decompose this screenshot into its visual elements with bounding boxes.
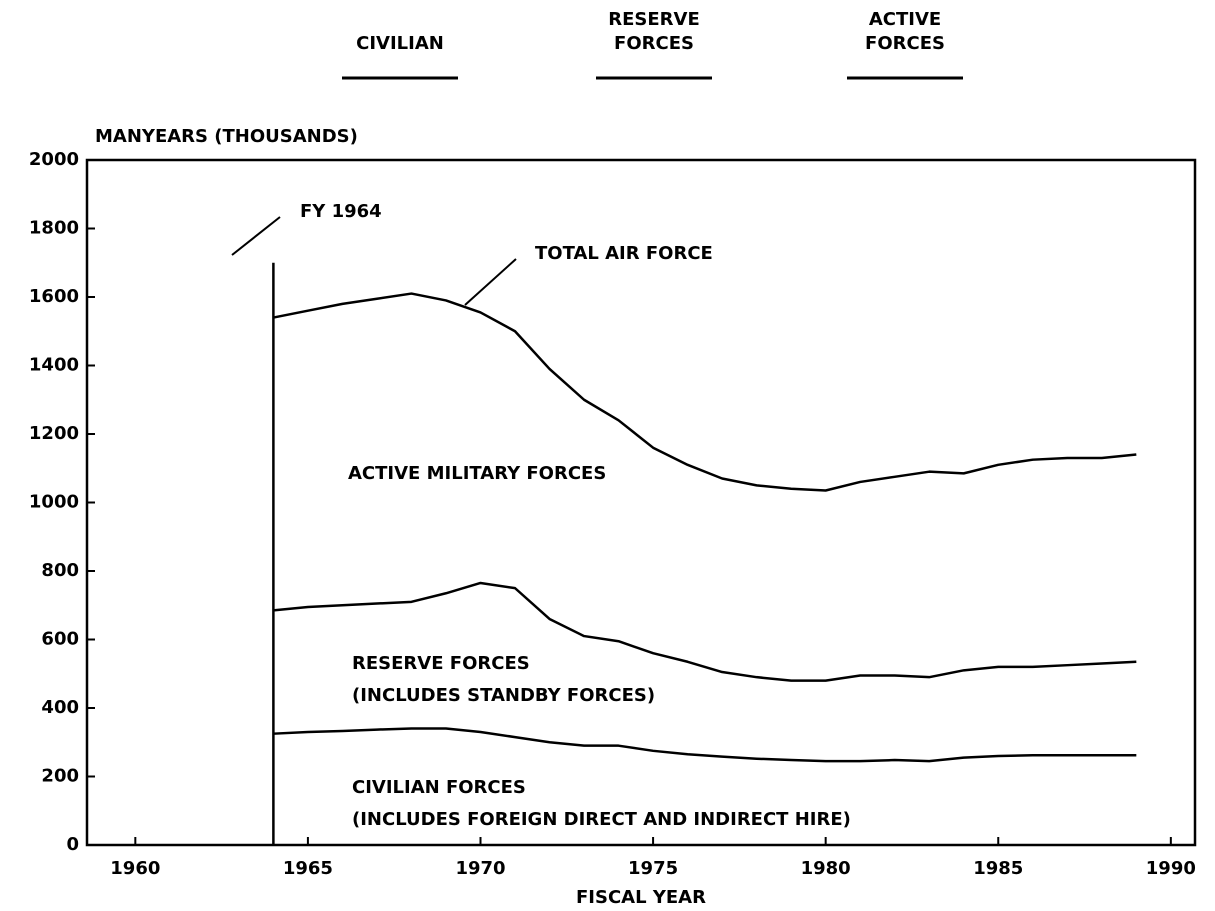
y-tick-label: 400 xyxy=(41,697,79,718)
annotation: (INCLUDES STANDBY FORCES) xyxy=(352,685,655,706)
x-tick-label: 1975 xyxy=(628,858,678,879)
y-tick-label: 0 xyxy=(66,834,79,855)
y-axis-label: MANYEARS (THOUSANDS) xyxy=(95,126,358,147)
annotation: CIVILIAN FORCES xyxy=(352,777,526,798)
x-axis-label: FISCAL YEAR xyxy=(576,887,706,908)
x-tick-label: 1980 xyxy=(801,858,851,879)
y-tick-label: 1800 xyxy=(29,218,79,239)
y-tick-label: 1400 xyxy=(29,355,79,376)
series-line xyxy=(273,292,1137,492)
legend-label: RESERVE FORCES xyxy=(608,9,700,54)
x-tick-label: 1970 xyxy=(455,858,505,879)
x-tick-label: 1990 xyxy=(1146,858,1196,879)
vline-label: FY 1964 xyxy=(300,201,382,222)
y-tick-label: 2000 xyxy=(29,149,79,170)
annotation: ACTIVE MILITARY FORCES xyxy=(348,463,606,484)
series-line xyxy=(273,727,1137,763)
y-tick-label: 800 xyxy=(41,560,79,581)
x-tick-label: 1985 xyxy=(973,858,1023,879)
series-line xyxy=(273,581,1137,682)
annotation-leader xyxy=(464,258,517,306)
y-tick-label: 200 xyxy=(41,766,79,787)
legend-label: ACTIVE FORCES xyxy=(865,9,945,54)
y-tick-label: 600 xyxy=(41,629,79,650)
annotation-leader xyxy=(231,216,281,256)
x-tick-label: 1965 xyxy=(283,858,333,879)
y-tick-label: 1200 xyxy=(29,423,79,444)
y-tick-label: 1600 xyxy=(29,286,79,307)
x-tick-label: 1960 xyxy=(110,858,160,879)
legend-label: CIVILIAN xyxy=(356,33,444,54)
y-tick-label: 1000 xyxy=(29,492,79,513)
annotation: (INCLUDES FOREIGN DIRECT AND INDIRECT HI… xyxy=(352,809,851,830)
annotation: RESERVE FORCES xyxy=(352,653,530,674)
annotation: TOTAL AIR FORCE xyxy=(535,243,713,264)
